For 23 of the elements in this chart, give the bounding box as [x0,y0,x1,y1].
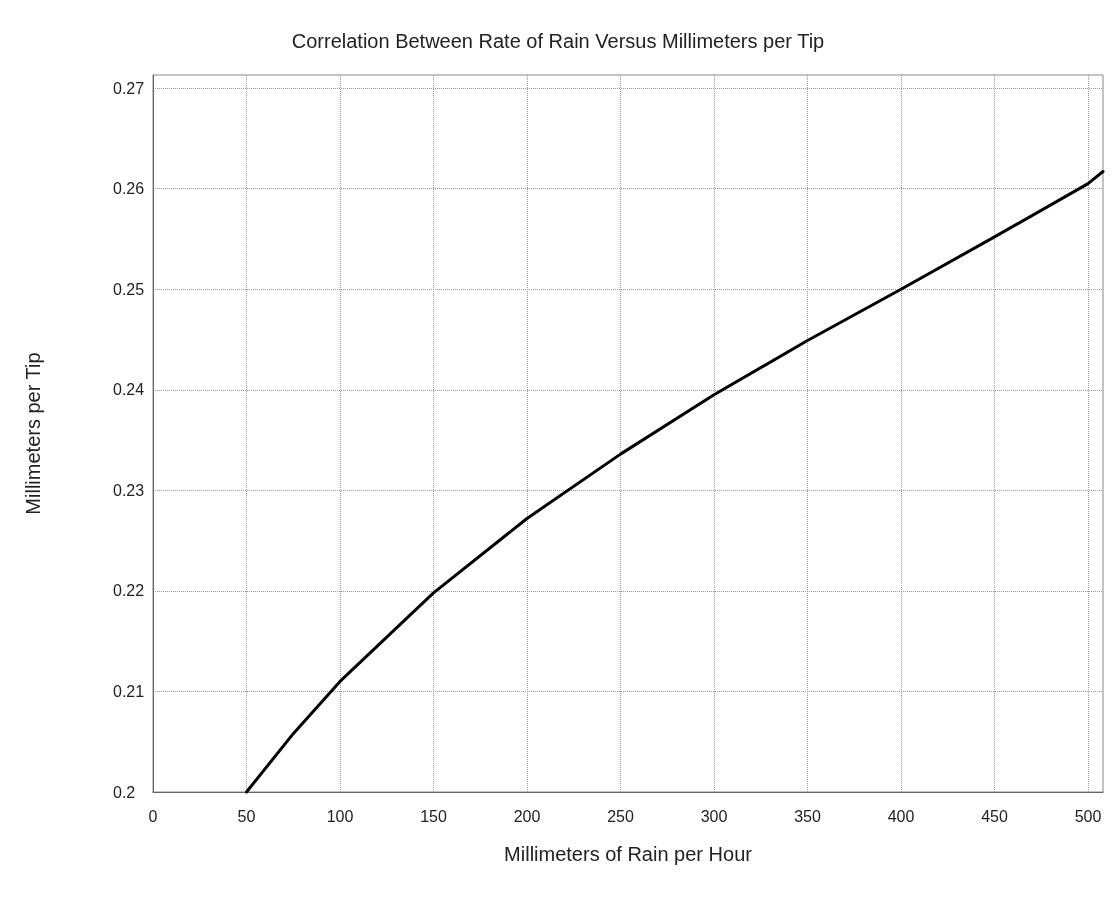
y-tick-label: 0.21 [113,682,145,700]
x-tick-label: 0 [148,807,158,825]
x-tick-label: 400 [887,807,915,825]
y-tick-label: 0.22 [113,582,145,600]
y-tick-label: 0.2 [113,783,136,801]
x-tick-label: 50 [237,807,256,825]
x-tick-label: 450 [981,807,1008,825]
y-tick-label: 0.25 [113,280,145,298]
x-tick-label: 350 [794,807,821,825]
y-tick-label: 0.23 [113,481,145,499]
y-tick-label: 0.24 [113,381,145,399]
chart-title: Correlation Between Rate of Rain Versus Millimeters per Tip [291,30,825,52]
line-series [245,170,1105,794]
y-tick-label: 0.27 [113,79,145,97]
x-tick-label: 250 [607,807,634,825]
y-axis-title: Millimeters per Tip [22,352,44,515]
y-tick-label: 0.26 [113,180,145,198]
x-tick-label: 200 [513,807,541,825]
x-tick-label: 500 [1074,807,1102,825]
x-tick-label: 300 [700,807,728,825]
x-tick-label: 150 [420,807,447,825]
x-tick-label: 100 [326,807,354,825]
x-axis-title: Millimeters of Rain per Hour [504,843,753,865]
